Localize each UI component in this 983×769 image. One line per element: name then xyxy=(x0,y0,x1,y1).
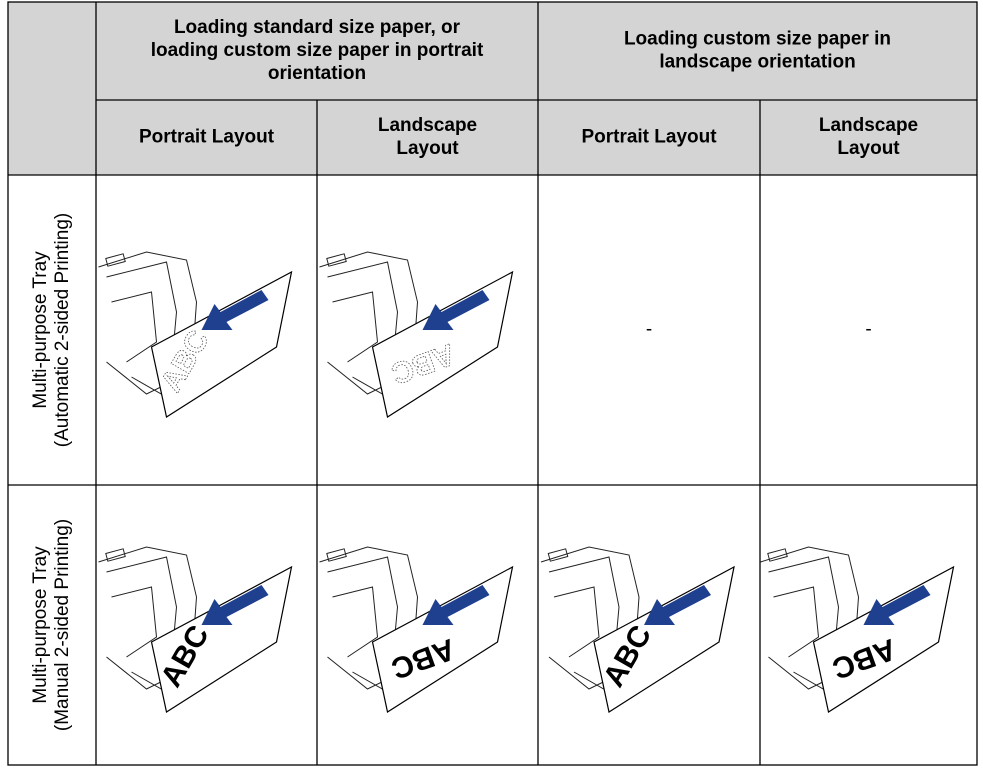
printer-panel xyxy=(547,548,569,562)
sub-header: Portrait Layout xyxy=(139,127,275,148)
printer-outline xyxy=(319,251,419,395)
row-label-line: (Manual 2-sided Printing) xyxy=(52,519,73,731)
illustration: ABC xyxy=(319,251,514,418)
row-label: Multi-purpose Tray (Automatic 2-sided Pri… xyxy=(30,213,73,447)
group-header: landscape orientation xyxy=(659,52,855,73)
group-header: orientation xyxy=(268,63,366,84)
printer-outline xyxy=(553,586,600,658)
group-header: Loading standard size paper, or xyxy=(174,17,461,38)
feed-arrow xyxy=(863,585,931,625)
sub-header: Portrait Layout xyxy=(581,127,717,148)
illustration: ABC xyxy=(98,251,293,418)
printer-outline xyxy=(332,586,379,658)
printer-outline xyxy=(332,291,379,363)
printer-outline xyxy=(111,291,158,363)
row-label-line: Multi-purpose Tray xyxy=(30,546,51,704)
group-header: Loading custom size paper in xyxy=(624,29,891,50)
cell-text: - xyxy=(865,319,871,340)
printer-panel xyxy=(105,548,126,562)
illustration: ABC xyxy=(98,546,293,713)
printer-outline xyxy=(773,586,820,658)
group-header: loading custom size paper in portrait xyxy=(151,40,484,61)
sub-header: Landscape xyxy=(378,115,477,136)
printer-outline xyxy=(540,546,640,690)
illustration: ABC xyxy=(540,546,735,713)
cell-text: - xyxy=(646,319,652,340)
feed-arrow xyxy=(422,290,490,330)
paper xyxy=(371,565,514,713)
paper xyxy=(812,565,955,713)
printer-panel xyxy=(326,548,347,562)
paper xyxy=(150,270,293,418)
feed-arrow xyxy=(422,585,490,625)
printer-panel xyxy=(105,253,126,267)
paper xyxy=(371,270,514,418)
printer-outline xyxy=(98,546,198,690)
paper xyxy=(150,565,293,713)
sub-header: Layout xyxy=(396,138,459,159)
paper xyxy=(593,565,735,713)
sub-header: Landscape xyxy=(819,115,918,136)
printer-panel xyxy=(767,548,788,562)
row-label-line: (Automatic 2-sided Printing) xyxy=(52,213,73,447)
printer-outline xyxy=(111,586,158,658)
printer-panel xyxy=(326,253,347,267)
row-label-line: Multi-purpose Tray xyxy=(30,251,51,409)
feed-arrow xyxy=(201,585,269,625)
table-border xyxy=(7,1,978,766)
header-background xyxy=(8,2,977,175)
feed-arrow xyxy=(644,585,711,625)
printer-outline xyxy=(98,251,198,395)
sub-header: Layout xyxy=(837,138,900,159)
illustration: ABC xyxy=(760,546,955,713)
feed-arrow xyxy=(201,290,269,330)
row-label: Multi-purpose Tray (Manual 2-sided Printi… xyxy=(30,519,73,731)
printer-outline xyxy=(319,546,419,690)
printer-outline xyxy=(760,546,860,690)
illustration: ABC xyxy=(319,546,514,713)
